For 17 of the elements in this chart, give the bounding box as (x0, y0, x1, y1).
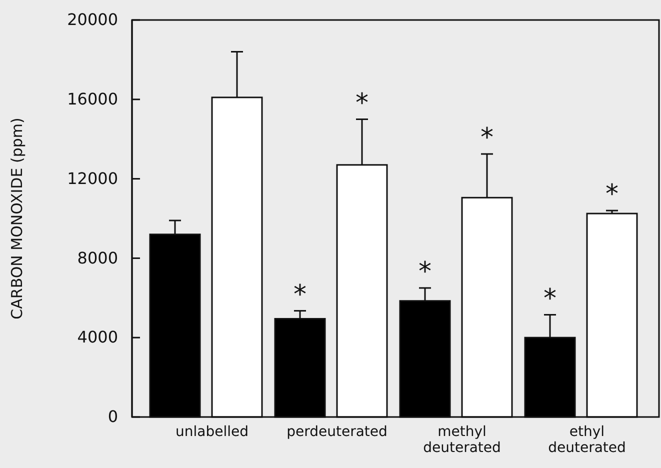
data-label: * (606, 180, 618, 210)
y-tick-label: 20000 (67, 10, 118, 30)
data-label: * (418, 256, 432, 287)
y-axis-title: CARBON MONOXIDE (ppm) (8, 118, 26, 320)
x-tick-label: unlabelled (176, 424, 248, 440)
x-tick-label: ethyl deuterated (548, 424, 626, 456)
data-label: * (294, 280, 306, 310)
y-tick-label: 16000 (67, 90, 118, 109)
y-tick-label: 12000 (67, 168, 118, 188)
x-tick-label: perdeuterated (286, 424, 388, 440)
data-label: * (480, 122, 494, 153)
y-tick-label: 8000 (77, 248, 118, 268)
y-tick-label: 0 (108, 407, 118, 426)
y-tick-label: 4000 (77, 328, 118, 347)
data-label: * (356, 88, 368, 118)
data-label: * (544, 284, 556, 314)
x-tick-label: methyl deuterated (423, 424, 501, 456)
